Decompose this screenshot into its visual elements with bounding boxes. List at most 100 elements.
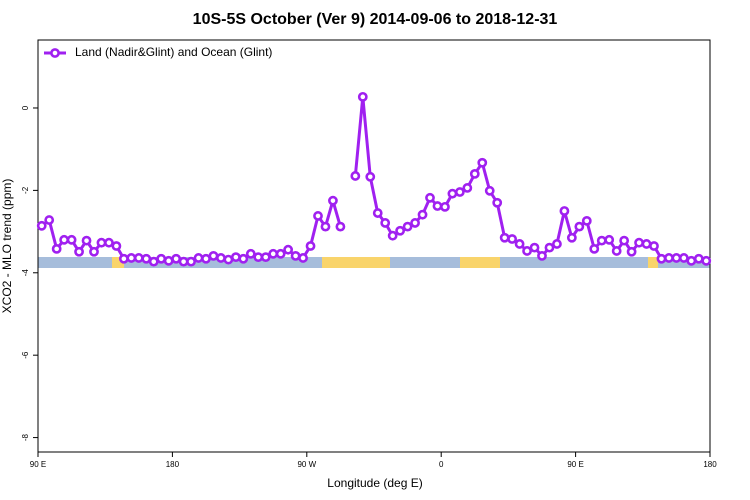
point — [649, 241, 659, 251]
point — [74, 246, 84, 257]
point — [178, 256, 189, 267]
point — [566, 232, 577, 243]
point — [148, 256, 159, 267]
point — [365, 171, 376, 182]
point — [477, 157, 488, 168]
point — [626, 246, 637, 257]
plot-frame — [37, 39, 711, 453]
x-tick-label: 180 — [166, 460, 180, 469]
point — [611, 246, 622, 256]
point — [529, 242, 540, 253]
point — [507, 234, 518, 244]
point — [126, 253, 137, 263]
point — [96, 237, 107, 248]
point — [81, 235, 92, 246]
point — [454, 187, 465, 197]
x-tick-label: 90 W — [297, 460, 316, 469]
point — [574, 221, 585, 232]
point — [537, 250, 547, 261]
y-tick-label: -6 — [21, 351, 30, 359]
point — [544, 242, 555, 253]
point — [201, 253, 211, 264]
point — [44, 215, 55, 225]
point — [589, 243, 600, 254]
point — [499, 232, 510, 243]
point — [425, 192, 435, 203]
x-tick-label: 180 — [703, 460, 717, 469]
chart-title: 10S-5S October (Ver 9) 2014-09-06 to 201… — [193, 11, 558, 28]
point — [283, 244, 294, 255]
point — [89, 246, 99, 257]
point — [402, 221, 413, 232]
y-tick-label: 0 — [21, 105, 30, 110]
point — [36, 220, 47, 231]
point — [275, 248, 286, 259]
point — [350, 171, 361, 181]
x-axis-label: Longitude (deg E) — [327, 476, 422, 490]
point — [604, 234, 615, 245]
point — [440, 201, 450, 212]
point — [186, 256, 196, 267]
y-tick-label: -4 — [21, 269, 30, 277]
point — [328, 195, 338, 206]
point — [693, 253, 704, 264]
point — [395, 225, 406, 236]
point — [417, 209, 428, 220]
point — [447, 188, 458, 199]
point — [208, 250, 219, 261]
point — [432, 201, 443, 211]
point — [552, 239, 562, 249]
point — [230, 252, 241, 263]
point — [320, 221, 331, 232]
point — [596, 235, 607, 246]
x-tick-label: 90 E — [567, 460, 583, 469]
point — [260, 252, 271, 263]
y-tick-label: -8 — [21, 433, 30, 441]
point — [492, 197, 503, 208]
point — [641, 239, 652, 249]
point — [171, 253, 182, 264]
y-axis-label: XCO2 - MLO trend (ppm) — [0, 179, 14, 314]
point — [514, 239, 525, 249]
point — [223, 254, 234, 265]
point — [410, 218, 420, 228]
point — [357, 91, 368, 102]
point — [156, 253, 167, 264]
point — [686, 255, 697, 266]
point — [290, 250, 301, 261]
map-strip — [38, 257, 710, 268]
point — [671, 253, 682, 263]
point — [216, 253, 226, 263]
point — [372, 208, 383, 218]
point — [484, 185, 495, 196]
point — [245, 248, 256, 259]
point — [559, 206, 570, 216]
x-tick-label: 90 E — [30, 460, 46, 469]
point — [238, 253, 249, 264]
point — [701, 255, 712, 266]
point — [462, 183, 473, 193]
point — [678, 253, 689, 263]
point — [619, 235, 630, 246]
point — [380, 218, 391, 228]
legend-marker — [50, 48, 60, 58]
point — [118, 253, 129, 264]
point — [163, 255, 174, 266]
point — [522, 246, 532, 256]
point — [111, 241, 122, 251]
point — [581, 215, 592, 226]
point — [469, 168, 480, 179]
point — [335, 221, 346, 232]
point — [387, 230, 398, 241]
point — [193, 253, 204, 263]
point — [141, 253, 152, 264]
point — [313, 211, 323, 221]
point — [59, 234, 70, 245]
point — [51, 243, 62, 254]
point — [298, 253, 308, 263]
point — [634, 237, 644, 248]
y-tick-label: -2 — [21, 186, 30, 194]
point — [664, 253, 674, 263]
point — [66, 234, 77, 245]
